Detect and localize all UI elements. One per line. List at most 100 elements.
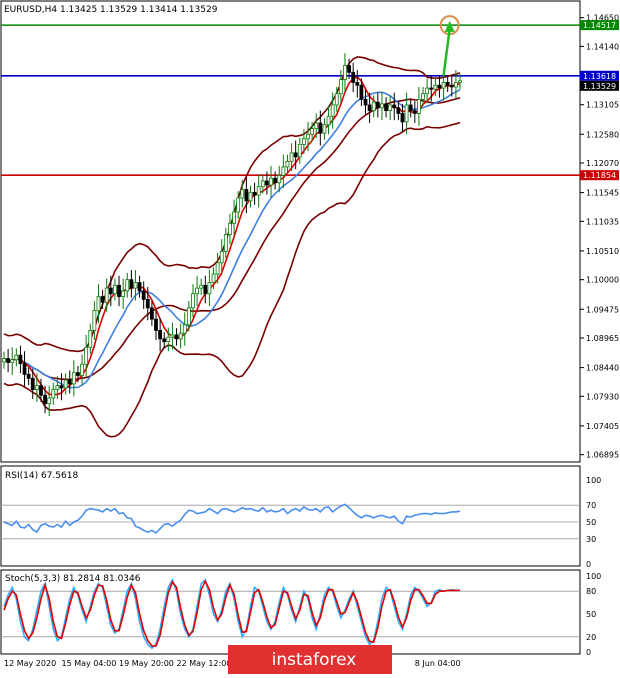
- stoch-title: Stoch(5,3,3) 81.2814 81.0346: [5, 574, 141, 584]
- time-label: 22 May 12:00: [177, 659, 232, 668]
- price-badge-support: [580, 170, 619, 181]
- candle-body: [265, 180, 269, 186]
- candle-body: [191, 293, 195, 309]
- candle-body: [30, 377, 35, 390]
- candle-body: [84, 346, 89, 365]
- price-tick-label: 1.07930: [586, 392, 619, 401]
- bb-middle-line: [3, 96, 461, 381]
- price-badge-resistance: [580, 20, 619, 31]
- rsi-title: RSI(14) 67.5618: [5, 471, 78, 481]
- candle-body: [158, 329, 163, 340]
- price-badge-last: [580, 80, 619, 91]
- candle-body: [421, 93, 425, 100]
- candle-body: [182, 324, 187, 334]
- candle-body: [285, 160, 290, 168]
- candle-body: [359, 84, 364, 100]
- candle-body: [80, 363, 84, 376]
- candle-body: [129, 279, 134, 289]
- candle-body: [441, 82, 446, 89]
- candle-body: [228, 222, 232, 235]
- price-tick-label: 1.10000: [586, 276, 619, 285]
- candle-body: [141, 290, 146, 300]
- candle-body: [375, 101, 380, 109]
- candle-body: [195, 287, 199, 295]
- price-badge-label: 1.13618: [583, 72, 616, 81]
- candle-body: [125, 279, 130, 292]
- price-tick-label: 1.08440: [586, 364, 619, 373]
- candle-body: [145, 298, 150, 309]
- stoch-tick-label: 0: [586, 648, 591, 657]
- candle-body: [310, 128, 315, 135]
- candle-body: [318, 122, 323, 134]
- price-tick-label: 1.06895: [586, 451, 619, 460]
- candle-body: [347, 65, 351, 73]
- price-tick-label: 1.11545: [586, 189, 619, 198]
- candle-body: [10, 359, 15, 363]
- candle-body: [67, 379, 72, 385]
- candle-body: [425, 87, 430, 95]
- candle-body: [55, 385, 60, 390]
- rsi-tick-label: 70: [586, 501, 596, 510]
- candle-body: [445, 82, 450, 86]
- candle-body: [277, 175, 282, 184]
- rsi-tick-label: 0: [586, 560, 591, 569]
- candle-body: [326, 115, 331, 126]
- price-tick-label: 1.09475: [586, 305, 619, 314]
- rsi-tick-label: 100: [586, 476, 601, 485]
- stoch-tick-label: 20: [586, 633, 596, 642]
- candle-body: [449, 84, 454, 88]
- price-tick-label: 1.13105: [586, 101, 619, 110]
- candle-body: [108, 287, 113, 295]
- candle-body: [437, 84, 442, 89]
- price-badge-label: 1.14517: [583, 21, 616, 30]
- candle-body: [166, 336, 171, 343]
- candle-body: [154, 318, 158, 331]
- candle-body: [170, 334, 175, 338]
- candle-body: [92, 310, 97, 331]
- time-label: 15 May 04:00: [62, 659, 117, 668]
- candle-body: [236, 197, 241, 213]
- candle-body: [18, 354, 23, 365]
- stoch-signal-line: [3, 579, 460, 647]
- candle-body: [6, 358, 11, 363]
- candle-body: [322, 124, 327, 134]
- price-badge-label: 1.13529: [583, 82, 616, 91]
- candle-body: [396, 107, 401, 114]
- candle-body: [207, 282, 212, 295]
- rsi-line: [3, 503, 461, 534]
- candle-body: [137, 282, 142, 292]
- up-arrow: [442, 28, 451, 76]
- price-tick-label: 1.07405: [586, 422, 619, 431]
- price-badge-current: [580, 70, 619, 81]
- candle-body: [384, 103, 388, 112]
- candle-body: [355, 82, 360, 86]
- candle-body: [343, 65, 347, 81]
- candle-body: [417, 98, 421, 114]
- candle-body: [371, 101, 376, 112]
- candle-body: [330, 104, 335, 117]
- candle-body: [293, 152, 298, 158]
- candle-body: [334, 93, 339, 106]
- candle-body: [351, 71, 356, 83]
- candle-body: [363, 98, 368, 106]
- candle-body: [380, 103, 384, 109]
- watermark-box: [228, 645, 392, 674]
- candle-body: [248, 191, 253, 202]
- candle-body: [96, 296, 101, 312]
- stoch-tick-label: 50: [586, 610, 596, 619]
- time-label: 19 May 20:00: [119, 659, 174, 668]
- time-label: 8 Jun 04:00: [415, 659, 461, 668]
- candle-body: [63, 379, 68, 389]
- candle-body: [453, 82, 458, 88]
- candle-body: [404, 104, 409, 123]
- candle-body: [186, 307, 191, 326]
- stoch-plot: 100 80 50 20 0: [1, 572, 601, 657]
- candle-body: [273, 177, 278, 184]
- candle-body: [408, 104, 413, 112]
- price-panel: [0, 0, 581, 463]
- candle-body: [367, 104, 372, 112]
- stoch-tick-label: 100: [586, 572, 601, 581]
- candle-body: [458, 80, 462, 83]
